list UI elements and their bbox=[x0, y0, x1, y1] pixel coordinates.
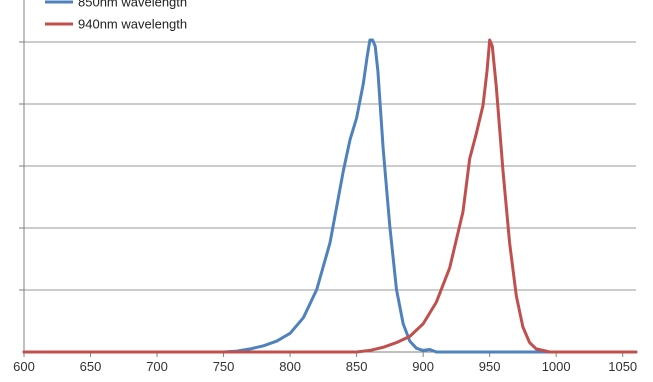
x-tick-label: 700 bbox=[146, 359, 168, 374]
gridlines bbox=[19, 0, 636, 352]
legend-label: 940nm wavelength bbox=[78, 17, 187, 32]
x-tick-label: 1000 bbox=[542, 359, 571, 374]
x-axis: 600 650 700 750 800 850 900 950 1000 1050 bbox=[13, 351, 637, 374]
legend-label: 850nm wavelength bbox=[78, 0, 187, 10]
x-tick-label: 600 bbox=[13, 359, 35, 374]
x-tick-label: 850 bbox=[346, 359, 368, 374]
x-tick-label: 800 bbox=[279, 359, 301, 374]
x-tick-label: 650 bbox=[80, 359, 102, 374]
x-tick-label: 750 bbox=[213, 359, 235, 374]
x-tick-label: 900 bbox=[412, 359, 434, 374]
x-tick-label: 1050 bbox=[608, 359, 637, 374]
x-tick-label: 950 bbox=[479, 359, 501, 374]
legend: 850nm wavelength 940nm wavelength bbox=[45, 0, 187, 32]
series-line-940nm bbox=[22, 38, 638, 354]
plot-series bbox=[22, 38, 638, 354]
series-line-850nm bbox=[22, 38, 638, 354]
